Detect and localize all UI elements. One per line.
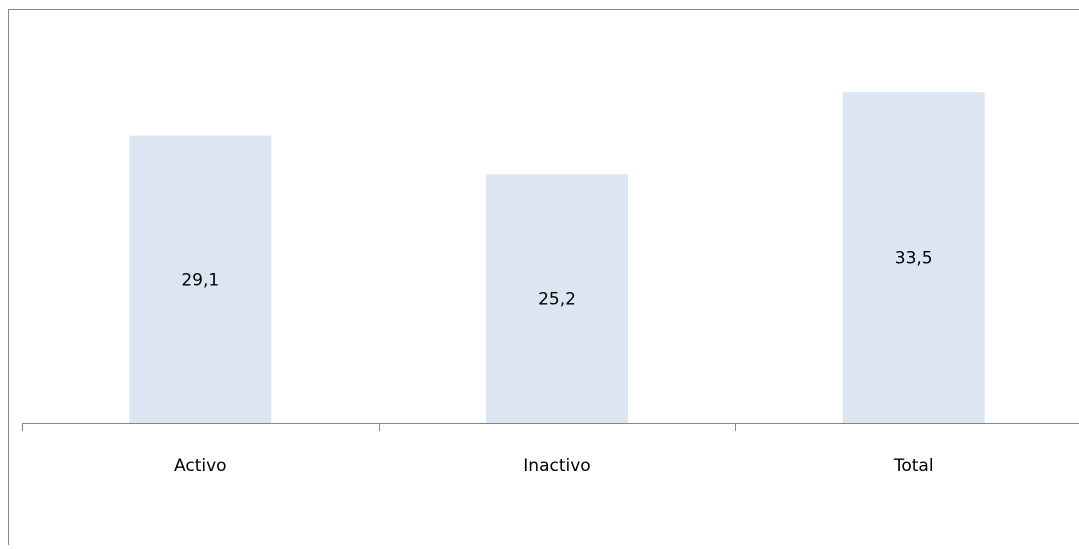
bar-total	[842, 92, 985, 423]
labels-layer: 29,1 Activo 25,2 Inactivo 33,5 Total	[174, 249, 934, 476]
data-label-total: 33,5	[895, 249, 933, 269]
x-tick-label-total: Total	[893, 456, 934, 476]
bars-layer	[129, 92, 985, 423]
x-tick-label-inactivo: Inactivo	[523, 456, 590, 476]
bar-activo	[129, 135, 272, 423]
bar-inactivo	[486, 174, 628, 423]
data-label-activo: 29,1	[181, 270, 219, 290]
x-axis	[22, 423, 1079, 431]
data-label-inactivo: 25,2	[538, 290, 576, 310]
x-tick-label-activo: Activo	[174, 456, 227, 476]
